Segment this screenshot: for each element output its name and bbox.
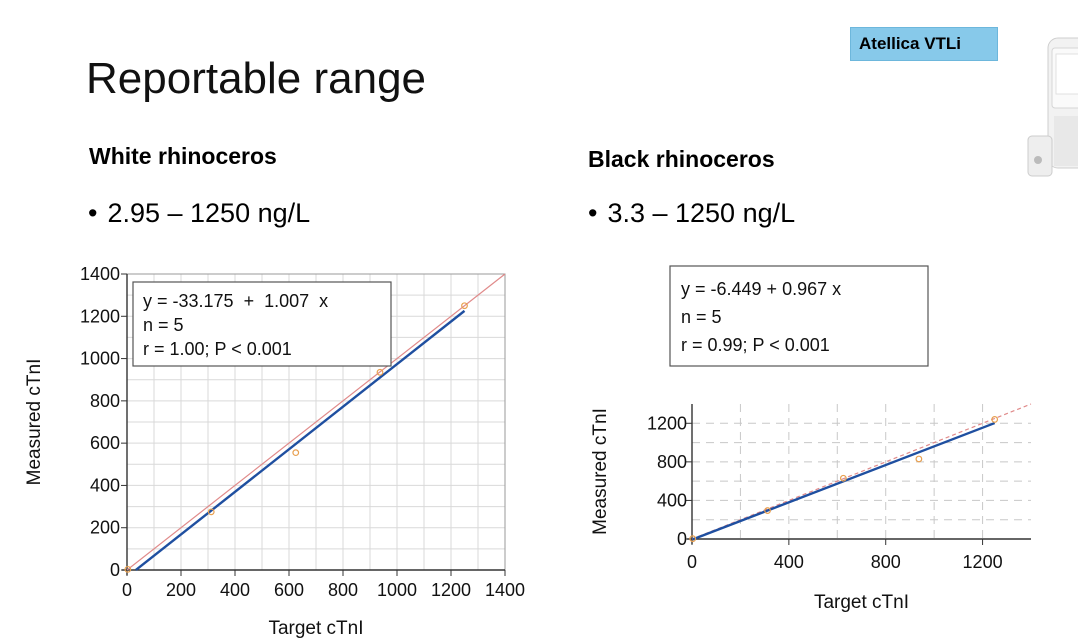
annotation-line: n = 5 [143, 315, 184, 335]
grid [691, 404, 1031, 540]
data-point [915, 455, 923, 463]
x-tick-label: 1400 [485, 580, 525, 600]
y-tick-label: 0 [110, 560, 120, 580]
data-point [376, 368, 384, 376]
bullet-icon: • [588, 198, 598, 228]
annotation-line: y = -6.449 + 0.967 x [681, 279, 841, 299]
y-tick-label: 1400 [80, 264, 120, 284]
annotation-line: r = 1.00; P < 0.001 [143, 339, 292, 359]
y-tick-label: 1200 [80, 306, 120, 326]
x-axis-title: Target cTnI [268, 618, 363, 639]
x-tick-label: 0 [687, 552, 697, 572]
regression-line [135, 309, 466, 571]
annotation-line: y = -33.175 + 1.007 x [143, 291, 328, 311]
data-point [292, 449, 300, 457]
data-point [839, 474, 847, 482]
x-tick-label: 1200 [431, 580, 471, 600]
slide-title: Reportable range [86, 54, 427, 103]
black-rhino-range-text: 3.3 – 1250 ng/L [607, 198, 796, 228]
x-tick-label: 0 [122, 580, 132, 600]
data-point [207, 508, 215, 516]
y-tick-label: 400 [90, 475, 120, 495]
data-point [689, 535, 697, 543]
x-tick-label: 800 [328, 580, 358, 600]
data-point [991, 416, 999, 423]
x-tick-label: 1200 [963, 552, 1003, 572]
data-point [764, 507, 771, 514]
x-tick-label: 800 [871, 552, 901, 572]
white-rhino-subtitle: White rhinoceros [89, 143, 277, 169]
black-rhino-range: • 3.3 – 1250 ng/L [588, 198, 795, 229]
y-tick-label: 0 [677, 529, 687, 549]
annotation-line: n = 5 [681, 307, 722, 327]
analyzer-device-image [1027, 37, 1078, 177]
y-tick-label: 800 [657, 452, 687, 472]
x-tick-label: 1000 [377, 580, 417, 600]
x-tick-label: 400 [220, 580, 250, 600]
y-tick-label: 1200 [647, 413, 687, 433]
y-tick-label: 400 [657, 490, 687, 510]
white-rhino-range-text: 2.95 – 1250 ng/L [107, 198, 311, 228]
y-tick-label: 200 [90, 518, 120, 538]
y-axis-title: Measured cTnI [24, 359, 45, 486]
y-tick-label: 1000 [80, 349, 120, 369]
black-rhino-subtitle: Black rhinoceros [588, 146, 775, 172]
x-axis-title: Target cTnI [814, 592, 909, 613]
x-tick-label: 200 [166, 580, 196, 600]
y-tick-label: 600 [90, 433, 120, 453]
y-axis-title: Measured cTnI [590, 408, 611, 535]
chart-1: 0 400 800 1200 0 400 800 1200 Target cTnI Measure… [590, 265, 1032, 613]
annotation-box [669, 265, 929, 367]
annotation-box [132, 281, 392, 367]
product-badge: Atellica VTLi [850, 27, 998, 61]
y-tick-label: 800 [90, 391, 120, 411]
x-tick-label: 600 [274, 580, 304, 600]
data-point [461, 302, 468, 310]
data-point [124, 565, 132, 573]
bullet-icon: • [88, 198, 98, 228]
x-tick-label: 400 [774, 552, 804, 572]
chart-0: 0 200 400 600 800 1000 1200 1400 0 200 400 600 800 10… [24, 264, 525, 639]
identity-line [126, 273, 506, 571]
white-rhino-range: • 2.95 – 1250 ng/L [88, 198, 310, 229]
identity-line [691, 403, 1032, 540]
annotation-line: r = 0.99; P < 0.001 [681, 335, 830, 355]
